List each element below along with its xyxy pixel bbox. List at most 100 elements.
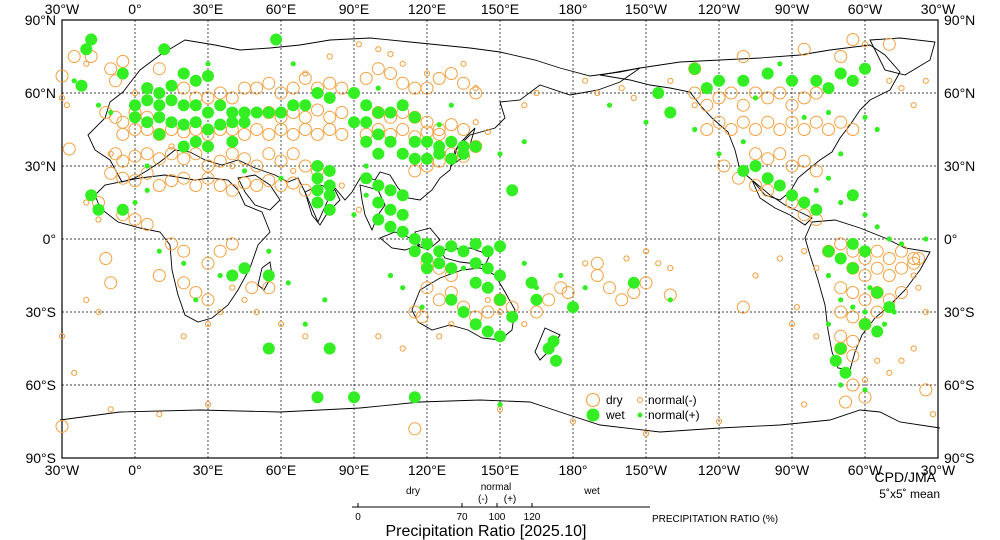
normal-minus-station-marker — [691, 102, 698, 109]
wet-station-marker — [226, 269, 239, 282]
normal-minus-station-marker — [582, 260, 589, 267]
ratio-scale: dry normal (-) (+) wet 0 70 100 120 PREC… — [352, 482, 778, 540]
normal-plus-station-marker — [862, 309, 868, 315]
wet-station-marker — [360, 172, 373, 185]
wet-station-marker — [177, 99, 190, 112]
dry-station-marker — [797, 91, 811, 105]
figure-title: Precipitation Ratio [2025.10] — [385, 523, 586, 540]
lat-label-right: 0° — [944, 231, 957, 247]
normal-plus-station-marker — [825, 175, 832, 181]
wet-station-marker — [384, 203, 397, 216]
normal-minus-station-marker — [642, 248, 650, 255]
lat-label-left: 60°N — [25, 85, 56, 101]
dry-station-marker — [457, 76, 470, 90]
dry-station-marker — [262, 174, 276, 188]
normal-minus-station-marker — [910, 272, 917, 279]
lat-label-left: 90°N — [25, 12, 56, 28]
dry-station-marker — [700, 98, 714, 112]
normal-minus-station-marker — [801, 248, 808, 255]
wet-station-marker — [883, 301, 896, 314]
normal-minus-station-marker — [168, 143, 175, 150]
wet-station-marker — [372, 147, 385, 160]
dry-station-marker — [189, 179, 203, 192]
dry-station-marker — [286, 127, 300, 141]
dry-station-marker — [603, 281, 616, 295]
normal-plus-station-marker — [862, 387, 868, 393]
wet-station-marker — [141, 116, 154, 129]
dry-station-marker — [165, 237, 178, 251]
normal-minus-station-marker — [131, 89, 139, 97]
normal-plus-station-marker — [881, 321, 888, 327]
dry-station-marker — [335, 127, 349, 141]
wet-station-marker — [226, 116, 239, 129]
normal-minus-station-marker — [375, 333, 382, 340]
dry-station-marker — [109, 74, 122, 88]
dry-station-marker — [773, 147, 787, 161]
normal-minus-station-marker — [655, 260, 662, 267]
normal-plus-station-marker — [448, 102, 454, 108]
lon-label-top: 0° — [128, 1, 141, 17]
normal-plus-station-marker — [533, 285, 540, 291]
normal-minus-station-marker — [472, 119, 479, 126]
normal-minus-station-marker — [922, 77, 929, 84]
normal-plus-station-marker — [363, 192, 369, 198]
dry-station-marker — [870, 305, 884, 319]
wet-station-marker — [323, 203, 336, 216]
wet-station-marker — [153, 111, 166, 124]
normal-minus-station-marker — [375, 46, 382, 53]
dry-station-marker — [895, 286, 908, 299]
dry-station-marker — [846, 33, 860, 46]
dry-station-marker — [773, 86, 787, 100]
wet-station-marker — [311, 391, 324, 404]
wet-station-marker — [141, 82, 154, 95]
normal-minus-station-marker — [472, 85, 479, 92]
normal-plus-station-marker — [460, 265, 467, 271]
dry-station-marker — [846, 123, 860, 136]
new-zealand-coast — [534, 327, 561, 361]
wet-station-marker — [396, 99, 409, 112]
dry-station-marker — [785, 159, 799, 173]
dry-station-marker — [432, 293, 446, 307]
normal-minus-station-marker — [95, 308, 102, 316]
normal-plus-station-marker — [898, 241, 905, 247]
lon-label-bottom: 30°W — [921, 462, 956, 478]
normal-minus-station-marker — [241, 296, 248, 303]
normal-minus-station-marker — [83, 199, 90, 206]
dry-station-marker — [225, 237, 239, 251]
wet-station-marker — [396, 147, 409, 160]
normal-minus-station-marker — [253, 308, 260, 316]
wet-station-marker — [494, 293, 506, 306]
legend-normal-minus-label: normal(-) — [648, 393, 697, 407]
wet-station-marker — [834, 252, 847, 265]
dry-station-marker — [839, 395, 852, 409]
dry-station-marker — [128, 213, 142, 226]
normal-plus-station-marker — [71, 78, 77, 84]
normal-plus-station-marker — [838, 297, 844, 303]
wet-station-marker — [433, 245, 446, 258]
dry-station-marker — [408, 81, 422, 95]
dry-station-marker — [761, 91, 775, 105]
dry-station-marker — [109, 147, 122, 161]
wet-station-marker — [445, 262, 458, 275]
lon-label-top: 60°W — [848, 1, 883, 17]
dry-station-marker — [882, 252, 896, 265]
normal-plus-station-marker — [752, 95, 759, 101]
normal-plus-station-marker — [801, 114, 807, 120]
normal-plus-station-marker — [205, 61, 211, 67]
wet-station-marker — [323, 91, 336, 104]
lon-label-top: 180° — [559, 1, 588, 17]
normal-minus-station-marker — [290, 167, 297, 174]
wet-station-marker — [408, 245, 421, 258]
wet-station-marker — [153, 99, 166, 112]
dry-station-marker — [128, 149, 142, 163]
dry-station-marker — [444, 67, 458, 80]
africa-coast — [94, 174, 271, 323]
wet-station-marker — [189, 99, 202, 112]
normal-minus-station-marker — [667, 77, 674, 84]
dry-station-marker — [809, 164, 823, 178]
dry-station-marker — [712, 115, 726, 129]
dry-station-marker — [165, 174, 178, 188]
wet-station-marker — [238, 106, 251, 119]
wet-station-marker — [177, 140, 190, 153]
normal-plus-station-marker — [740, 139, 746, 145]
